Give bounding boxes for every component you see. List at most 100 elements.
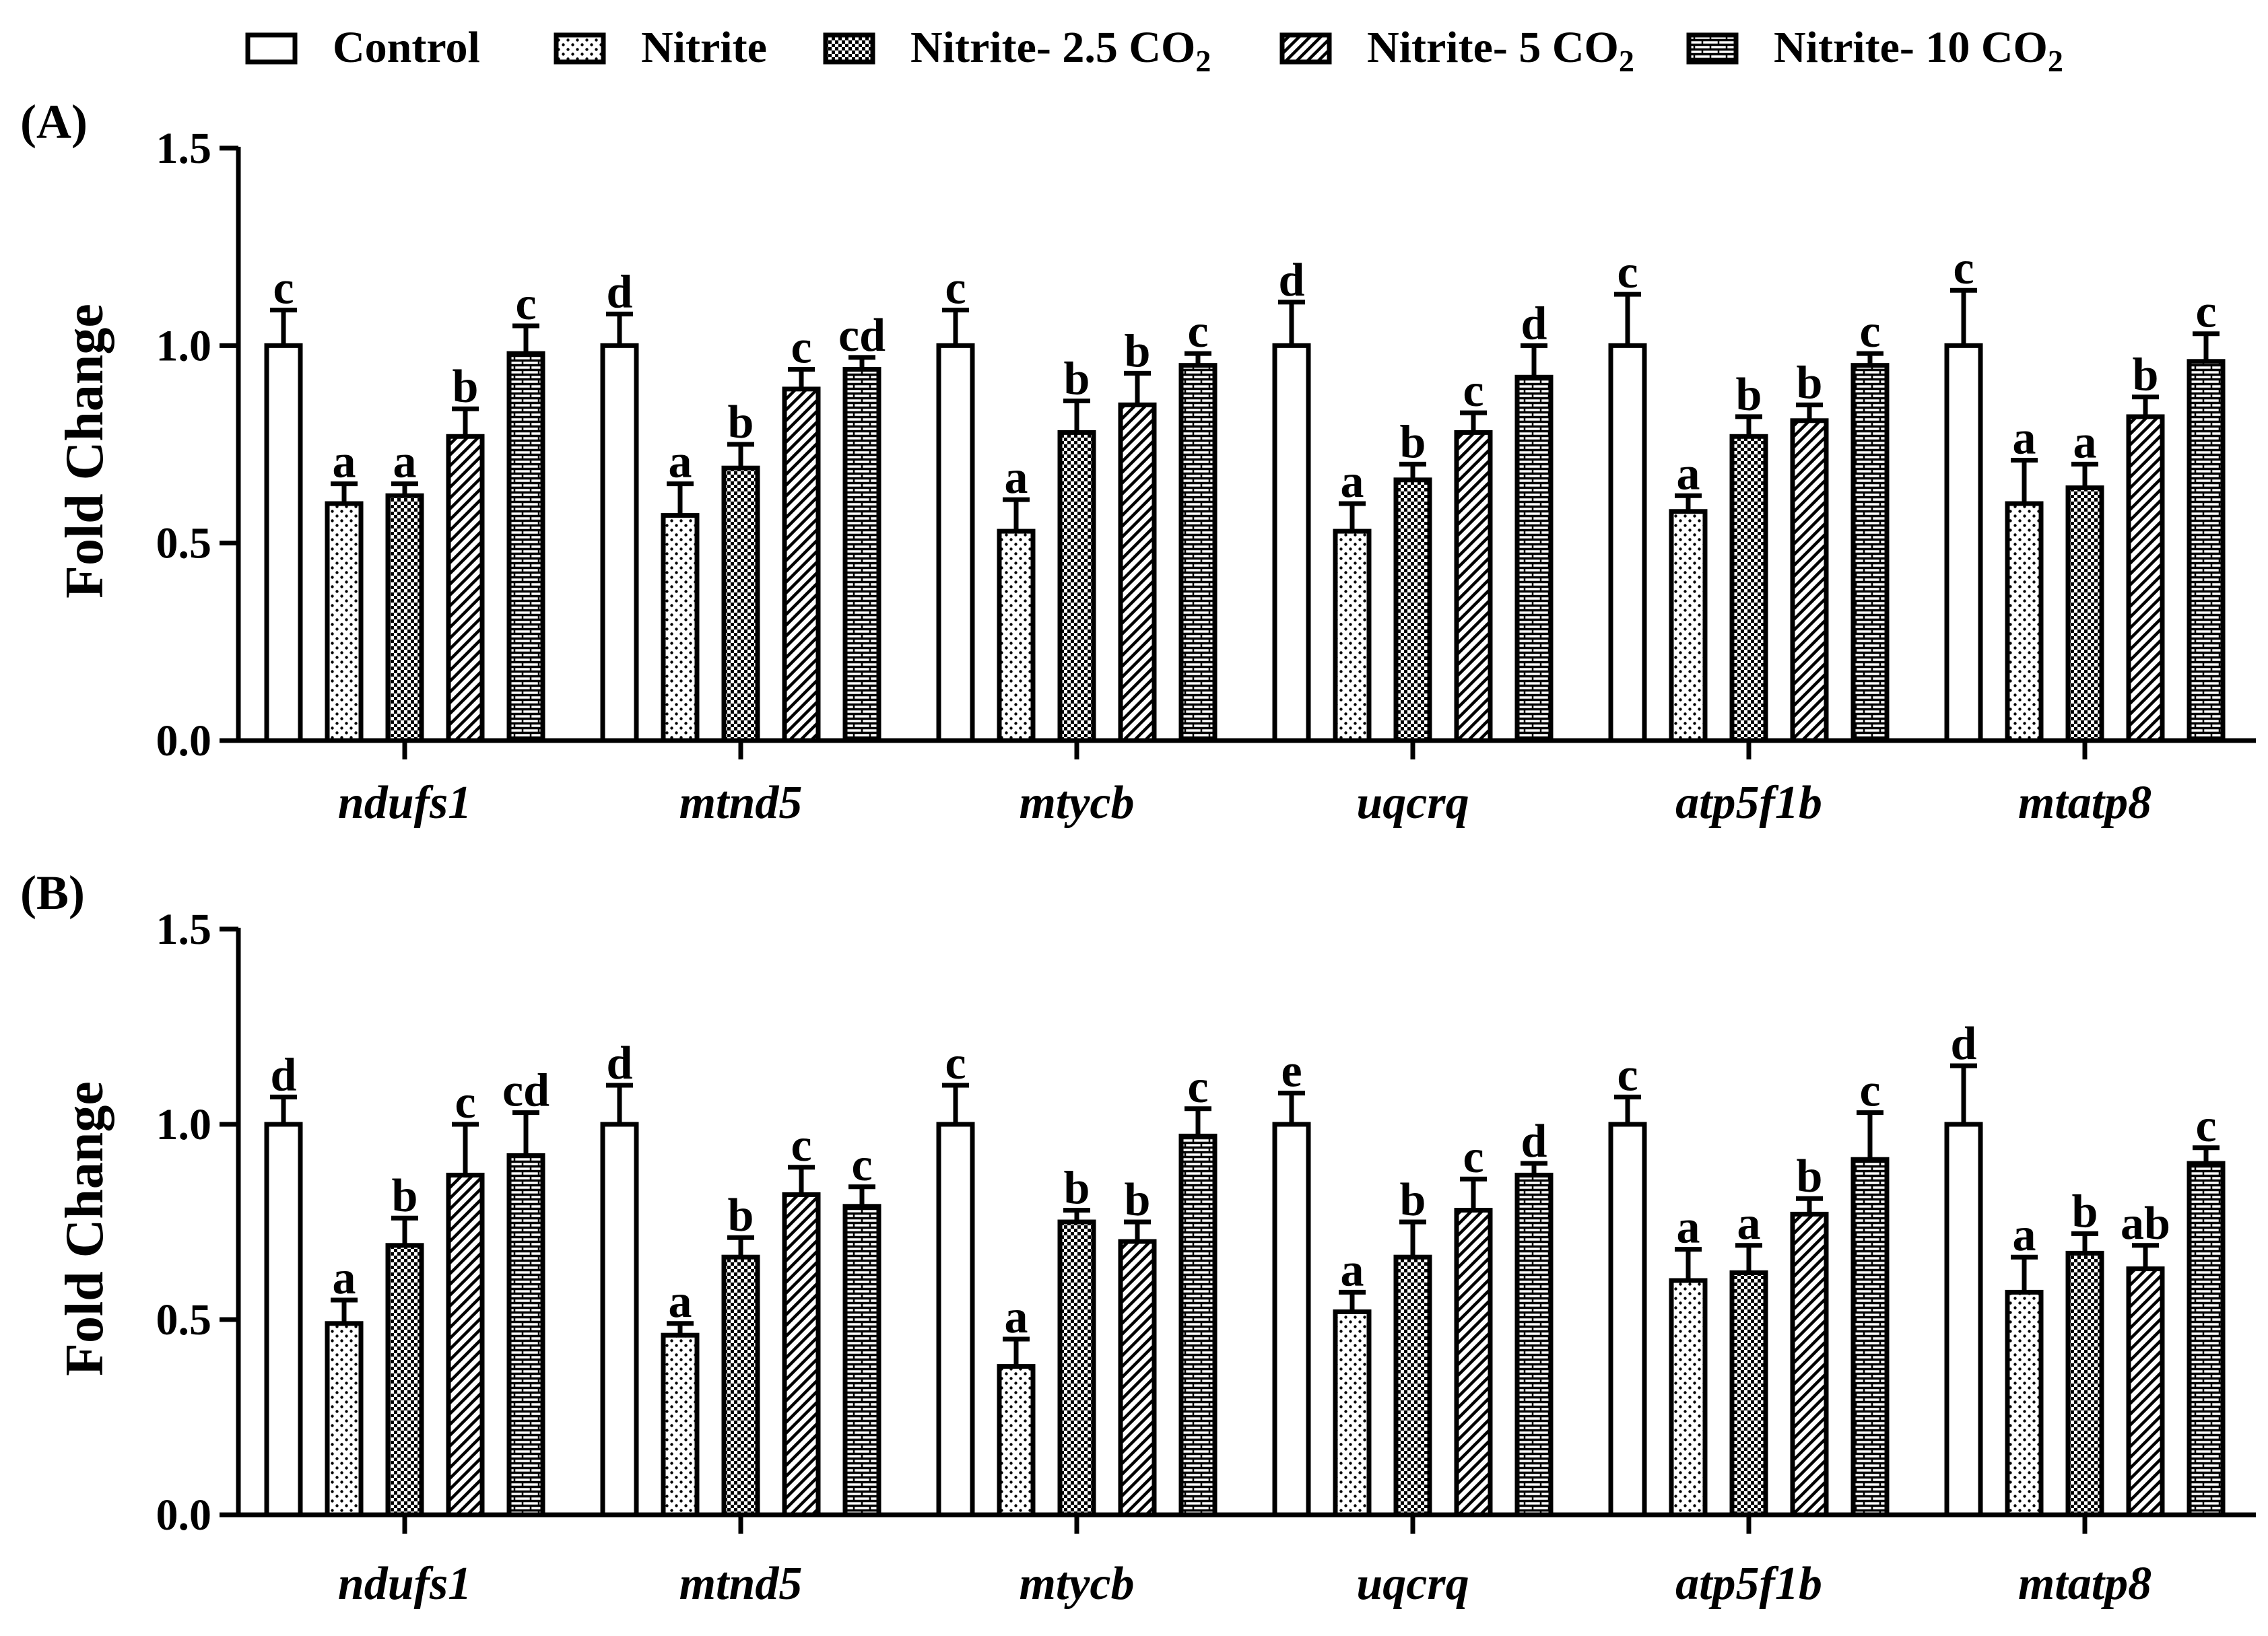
y-tick-label: 1.5 xyxy=(156,905,212,954)
bar xyxy=(2126,1266,2165,1518)
bar xyxy=(1057,1219,1096,1518)
bar xyxy=(1669,509,1708,743)
significance-letter: d xyxy=(1521,1116,1547,1167)
bar xyxy=(446,434,485,743)
panel-label: (B) xyxy=(20,866,85,920)
bar xyxy=(385,1243,424,1518)
significance-letter: b xyxy=(1400,416,1426,468)
legend-item-1: Nitrite xyxy=(554,23,767,72)
legend-label: Control xyxy=(333,23,480,72)
bar xyxy=(2065,1250,2104,1518)
significance-letter: a xyxy=(669,1276,692,1328)
x-tick-label: mtatp8 xyxy=(2018,1558,2152,1610)
legend-item-2: Nitrite- 2.5 CO2 xyxy=(823,23,1211,78)
significance-letter: c xyxy=(1617,246,1638,298)
x-tick-label: mtycb xyxy=(1019,777,1134,829)
significance-letter: c xyxy=(1187,306,1208,357)
bar xyxy=(1118,402,1157,743)
legend-label: Nitrite xyxy=(641,23,767,72)
bar xyxy=(1454,430,1493,743)
x-tick-label: atp5f1b xyxy=(1675,777,1822,829)
significance-letter: b xyxy=(1797,357,1823,409)
x-tick-label: uqcrq xyxy=(1356,777,1469,829)
bar xyxy=(325,501,364,743)
bar xyxy=(2065,485,2104,743)
legend-item-0: Control xyxy=(245,23,480,72)
significance-letter: c xyxy=(515,278,536,330)
bar xyxy=(264,343,303,743)
significance-letter: a xyxy=(2013,412,2036,464)
significance-letter: c xyxy=(273,263,294,314)
significance-letter: a xyxy=(2013,1209,2036,1261)
significance-letter: b xyxy=(1125,325,1151,377)
bar xyxy=(721,465,760,743)
significance-letter: a xyxy=(1677,448,1700,500)
significance-letter: c xyxy=(945,1037,966,1089)
significance-letter: cd xyxy=(838,310,886,362)
bar xyxy=(1333,1309,1372,1518)
y-tick-label: 0.5 xyxy=(156,519,212,568)
bar xyxy=(1118,1239,1157,1518)
legend-swatch xyxy=(554,32,606,65)
bar xyxy=(1057,430,1096,743)
legend-item-3: Nitrite- 5 CO2 xyxy=(1279,23,1634,78)
y-tick-label: 0.0 xyxy=(156,1491,212,1540)
significance-letter: d xyxy=(607,1037,633,1089)
legend-label: Nitrite- 5 CO2 xyxy=(1367,23,1634,78)
legend-label: Nitrite- 10 CO2 xyxy=(1774,23,2063,78)
x-tick-label: mtycb xyxy=(1019,1558,1134,1610)
bar xyxy=(721,1254,760,1518)
bar xyxy=(2005,501,2044,743)
bar xyxy=(997,529,1036,743)
significance-letter: b xyxy=(1064,1163,1090,1215)
bar xyxy=(782,1192,821,1518)
bar xyxy=(842,367,881,743)
bar xyxy=(1669,1278,1708,1518)
x-tick-label: uqcrq xyxy=(1356,1558,1469,1610)
significance-letter: a xyxy=(333,1252,356,1304)
bar xyxy=(1272,343,1311,743)
significance-letter: a xyxy=(1737,1198,1761,1250)
significance-letter: b xyxy=(2133,349,2159,401)
bar xyxy=(506,351,545,743)
x-tick-label: atp5f1b xyxy=(1675,1558,1822,1610)
bar xyxy=(1514,374,1554,743)
significance-letter: c xyxy=(851,1139,872,1191)
significance-letter: c xyxy=(1859,306,1880,357)
significance-letter: c xyxy=(1187,1061,1208,1113)
bar xyxy=(2187,1161,2226,1518)
bar xyxy=(1944,1122,1983,1518)
bar xyxy=(446,1172,485,1518)
significance-letter: b xyxy=(1797,1151,1823,1202)
significance-letter: c xyxy=(455,1077,475,1128)
significance-letter: d xyxy=(1279,254,1305,306)
bar xyxy=(661,1332,700,1518)
y-tick-label: 1.5 xyxy=(156,124,212,173)
significance-letter: a xyxy=(1341,1244,1364,1296)
legend-swatch xyxy=(823,32,875,65)
significance-letter: d xyxy=(1521,298,1547,349)
bar xyxy=(1393,477,1432,743)
bar xyxy=(936,1122,975,1518)
bar xyxy=(264,1122,303,1518)
bar xyxy=(1790,1211,1829,1518)
bar xyxy=(1454,1208,1493,1518)
y-tick-label: 0.0 xyxy=(156,716,212,765)
y-tick-label: 1.0 xyxy=(156,1100,212,1149)
bar xyxy=(1729,434,1768,743)
x-tick-label: ndufs1 xyxy=(338,1558,471,1610)
bar xyxy=(1178,363,1218,743)
significance-letter: b xyxy=(728,397,754,448)
bar xyxy=(2126,414,2165,743)
significance-letter: a xyxy=(393,436,417,488)
legend-swatch xyxy=(245,32,298,65)
x-tick-label: mtnd5 xyxy=(679,777,803,829)
x-tick-label: ndufs1 xyxy=(338,777,471,829)
bar xyxy=(600,1122,639,1518)
significance-letter: c xyxy=(1953,242,1974,294)
significance-letter: a xyxy=(1005,1291,1028,1343)
bar xyxy=(1850,363,1890,743)
significance-letter: c xyxy=(1463,365,1483,417)
x-tick-label: mtatp8 xyxy=(2018,777,2152,829)
legend: Control Nitrite Nitrite- 2.5 CO2 Nitrite- 5… xyxy=(245,23,2063,78)
